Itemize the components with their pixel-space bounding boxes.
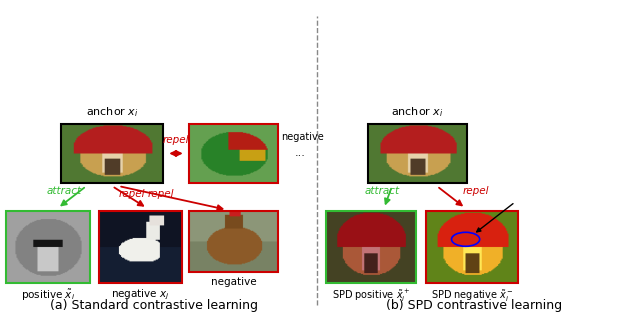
Text: anchor $x_i$: anchor $x_i$: [391, 106, 444, 119]
Bar: [326, 211, 416, 283]
Text: repel: repel: [118, 189, 145, 199]
Text: repel: repel: [147, 189, 173, 199]
Text: attract: attract: [47, 186, 81, 196]
Bar: [6, 211, 90, 283]
Bar: [99, 211, 182, 283]
Text: repel: repel: [462, 186, 489, 196]
Text: anchor $x_i$: anchor $x_i$: [86, 106, 138, 119]
Bar: [189, 211, 278, 272]
Text: SPD positive $\tilde{x}_i^+$: SPD positive $\tilde{x}_i^+$: [332, 288, 410, 304]
Bar: [189, 124, 278, 183]
Text: SPD negative $\tilde{x}_i^-$: SPD negative $\tilde{x}_i^-$: [431, 288, 513, 304]
Bar: [368, 124, 467, 183]
Text: negative: negative: [282, 132, 324, 142]
Text: negative $x_j$: negative $x_j$: [111, 288, 170, 302]
Text: ...: ...: [294, 148, 305, 158]
Text: positive $\tilde{x}_i$: positive $\tilde{x}_i$: [21, 288, 75, 303]
Bar: [61, 124, 163, 183]
Text: repel: repel: [163, 135, 189, 146]
Text: attract: attract: [365, 186, 400, 196]
Text: negative: negative: [211, 277, 257, 287]
Bar: [426, 211, 518, 283]
Text: (a) Standard contrastive learning: (a) Standard contrastive learning: [50, 299, 258, 312]
Text: (b) SPD contrastive learning: (b) SPD contrastive learning: [385, 299, 562, 312]
